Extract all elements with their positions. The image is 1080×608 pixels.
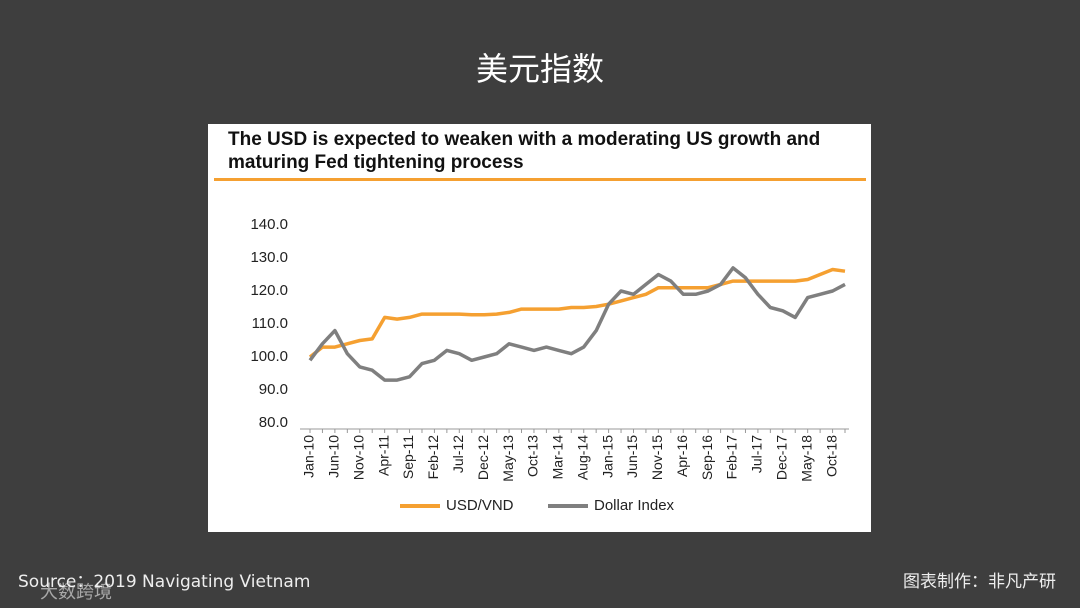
x-tick-label: Apr-11 [375,435,391,476]
x-tick-label: Jun-10 [326,435,342,478]
title-rule [214,178,866,181]
x-tick-label: Nov-10 [350,435,366,480]
x-tick-label: May-18 [798,435,814,482]
x-tick-label: Aug-14 [574,435,590,480]
x-tick-label: Jul-17 [749,435,765,473]
x-tick-label: Jul-12 [450,435,466,473]
legend-label: Dollar Index [594,497,675,514]
x-tick-label: Oct-18 [823,435,839,477]
x-tick-label: Oct-13 [525,435,541,477]
x-tick-label: May-13 [500,435,516,482]
source: Source：2019 Navigating Vietnam [18,572,311,592]
x-tick-label: Jun-15 [624,435,640,478]
credit: 图表制作：非凡产研 [903,572,1056,592]
x-tick-label: Nov-15 [649,435,665,480]
x-tick-label: Dec-12 [475,435,491,480]
x-tick-label: Sep-11 [400,435,416,479]
chart-title: The USD is expected to weaken with a mod… [228,129,821,173]
series-line [308,266,846,382]
x-tick-label: Dec-17 [773,435,789,480]
watermark: 大数跨境 [40,582,112,603]
x-tick-label: Feb-17 [724,435,740,480]
chart-card: The USD is expected to weaken with a mod… [208,124,871,532]
x-tick-label: Jan-10 [301,435,317,478]
x-tick-label: Sep-16 [699,435,715,480]
y-tick-label: 110.0 [252,315,288,332]
x-tick-label: Apr-16 [674,435,690,477]
x-tick-label: Feb-12 [425,435,441,480]
x-tick-label: Jan-15 [599,435,615,478]
y-tick-label: 130.0 [250,249,288,266]
y-tick-label: 80.0 [259,414,288,431]
y-tick-label: 90.0 [259,381,288,398]
x-tick-label: Mar-14 [550,435,566,480]
y-tick-label: 120.0 [250,282,288,299]
y-tick-label: 140.0 [250,216,288,233]
series-line [308,267,846,359]
legend-label: USD/VND [446,497,514,514]
y-tick-label: 100.0 [250,348,288,365]
slide-title: 美元指数 [475,50,604,88]
